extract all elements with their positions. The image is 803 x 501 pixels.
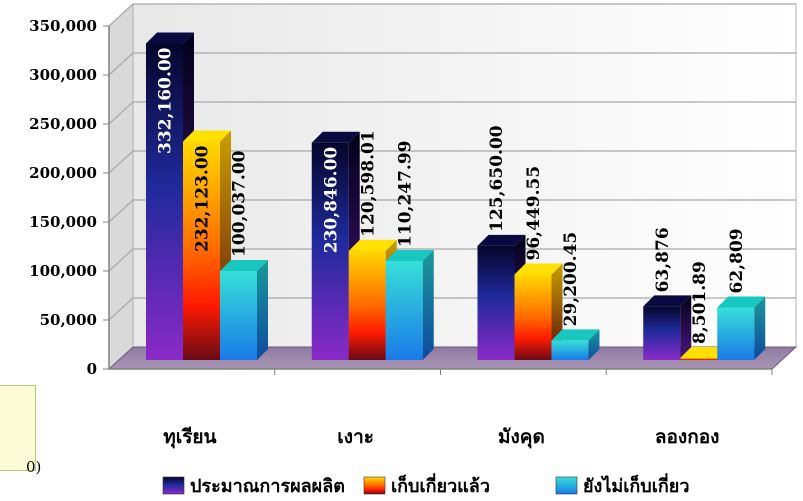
bar: [385, 260, 423, 360]
bar-top: [385, 249, 434, 261]
bar: [680, 358, 718, 360]
data-label: 232,123.00: [193, 145, 213, 252]
note-text: 0): [26, 458, 42, 476]
bar: [551, 340, 589, 360]
bar-top: [680, 347, 729, 358]
bar: [183, 141, 220, 360]
gridline: [108, 101, 796, 125]
data-label: 63,876: [653, 227, 673, 292]
bar: [477, 245, 515, 360]
y-tick-label: 350,000: [29, 17, 97, 35]
data-label: 230,846.00: [321, 147, 341, 254]
bar-side: [754, 296, 766, 360]
bar: [717, 307, 755, 360]
y-tick-label: 50,000: [40, 311, 97, 329]
data-label: 125,650.00: [487, 125, 507, 232]
legend-swatch: [363, 476, 386, 495]
x-tick-label: มังคุด: [498, 426, 545, 449]
legend-label: เก็บเกี่ยวแล้ว: [391, 473, 490, 497]
gridline: [108, 248, 796, 272]
bar-top: [348, 239, 397, 251]
data-label: 332,160.00: [156, 47, 176, 154]
y-tick-label: 0: [87, 360, 97, 378]
data-label: 96,449.55: [524, 166, 544, 261]
bar: [348, 250, 386, 360]
bar-side: [588, 329, 600, 360]
bar-top: [717, 296, 766, 308]
data-label: 110,247.99: [395, 140, 415, 246]
bar: [514, 274, 552, 360]
bar-side: [257, 259, 268, 360]
x-tick-label: ทุเรียน: [163, 426, 216, 449]
gridline: [108, 199, 796, 223]
legend-swatch: [555, 476, 578, 495]
side-wall: [108, 2, 134, 371]
bar-top: [551, 329, 600, 341]
y-tick-label: 200,000: [29, 164, 97, 182]
data-label: 120,598.01: [358, 130, 378, 236]
gridline: [108, 3, 796, 27]
data-label: 62,809: [727, 228, 747, 293]
bar-top: [220, 259, 268, 271]
bar: [220, 270, 257, 360]
bar: [146, 43, 183, 360]
bar: [643, 306, 681, 360]
data-label: 8,501.89: [690, 261, 710, 344]
x-tick-label: เงาะ: [337, 426, 374, 448]
gridline: [108, 297, 796, 321]
bar: [311, 142, 349, 360]
y-tick-label: 150,000: [29, 213, 97, 231]
gridline: [108, 150, 796, 174]
y-tick-label: 250,000: [29, 115, 97, 133]
note-box: [0, 385, 36, 471]
bar-top: [311, 131, 360, 143]
x-tick-label: ลองกอง: [655, 426, 720, 448]
data-label: 100,037.00: [230, 150, 250, 257]
legend-label: ยังไม่เก็บเกี่ยว: [583, 473, 689, 497]
legend-swatch: [162, 476, 185, 495]
y-tick-label: 100,000: [29, 262, 97, 280]
y-tick-label: 300,000: [29, 66, 97, 84]
bar-top: [183, 130, 231, 142]
bar-side: [422, 249, 434, 360]
bar-top: [643, 295, 692, 307]
legend-label: ประมาณการผลผลิต: [190, 476, 345, 497]
bar-top: [477, 234, 526, 246]
gridline: [108, 52, 796, 76]
bar-side: [680, 295, 692, 360]
data-label: 29,200.45: [561, 232, 581, 327]
bar-top: [146, 32, 194, 44]
bar-top: [514, 263, 563, 275]
